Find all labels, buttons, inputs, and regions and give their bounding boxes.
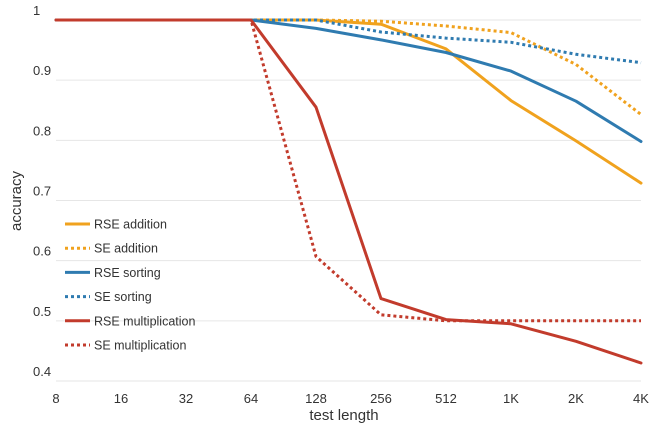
y-tick-label: 0.7: [33, 184, 51, 199]
y-axis-ticks: 0.4 0.5 0.6 0.7 0.8 0.9 1: [33, 3, 51, 379]
series-line-rse-addition: [54, 18, 643, 185]
x-tick-label: 64: [244, 391, 258, 406]
y-tick-label: 1: [33, 3, 40, 18]
y-tick-label: 0.6: [33, 244, 51, 259]
y-tick-label: 0.8: [33, 123, 51, 138]
y-tick-label: 0.9: [33, 63, 51, 78]
x-axis-title: test length: [309, 407, 378, 424]
legend-label: SE addition: [94, 242, 158, 256]
legend-label: RSE sorting: [94, 266, 161, 280]
x-tick-label: 1K: [503, 391, 519, 406]
y-tick-label: 0.4: [33, 364, 51, 379]
x-tick-label: 512: [435, 391, 457, 406]
legend-label: SE multiplication: [94, 339, 186, 353]
series-lines: [54, 18, 643, 365]
series-line-rse-multiplication: [54, 18, 643, 365]
x-tick-label: 8: [52, 391, 59, 406]
legend-label: RSE addition: [94, 218, 167, 232]
x-tick-label: 4K: [633, 391, 649, 406]
y-axis-title: accuracy: [8, 170, 25, 231]
x-axis-ticks: 8 16 32 64 128 256 512 1K 2K 4K: [52, 391, 649, 406]
legend-label: RSE multiplication: [94, 314, 195, 328]
x-tick-label: 2K: [568, 391, 584, 406]
x-tick-label: 128: [305, 391, 327, 406]
x-tick-label: 16: [114, 391, 128, 406]
x-tick-label: 32: [179, 391, 193, 406]
legend-label: SE sorting: [94, 290, 152, 304]
series-line-se-sorting: [56, 18, 642, 65]
y-tick-label: 0.5: [33, 304, 51, 319]
series-line-se-multiplication: [56, 18, 641, 323]
series-line-rse-sorting: [54, 18, 643, 143]
x-tick-label: 256: [370, 391, 392, 406]
legend: RSE addition SE addition RSE sorting SE sor…: [65, 218, 195, 353]
